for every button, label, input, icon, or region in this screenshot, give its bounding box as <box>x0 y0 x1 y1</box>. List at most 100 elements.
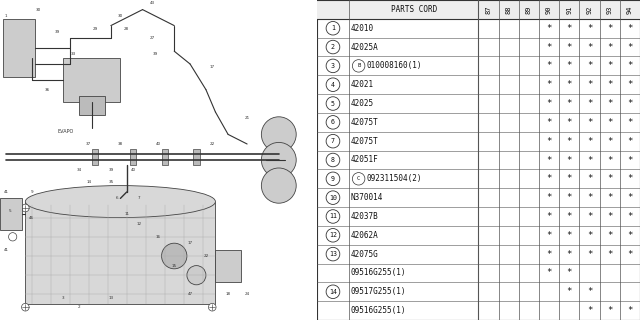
Text: *: * <box>607 43 612 52</box>
Circle shape <box>326 172 340 186</box>
Text: *: * <box>547 99 552 108</box>
Text: 47: 47 <box>188 292 193 296</box>
Text: 27: 27 <box>149 36 155 40</box>
Text: 42051F: 42051F <box>351 156 378 164</box>
Text: 11: 11 <box>329 213 337 220</box>
Text: *: * <box>607 212 612 221</box>
Bar <box>193 149 200 165</box>
Circle shape <box>209 303 216 311</box>
Text: *: * <box>587 137 592 146</box>
Text: 5: 5 <box>331 100 335 107</box>
Bar <box>63 58 120 102</box>
Text: *: * <box>607 61 612 70</box>
Text: 42025A: 42025A <box>351 43 378 52</box>
Text: 33: 33 <box>70 52 76 56</box>
Circle shape <box>261 168 296 203</box>
Text: *: * <box>566 231 572 240</box>
Text: 2: 2 <box>78 305 81 309</box>
Text: 11: 11 <box>124 212 129 216</box>
Text: *: * <box>587 80 592 89</box>
Circle shape <box>326 134 340 148</box>
Text: *: * <box>547 24 552 33</box>
Text: *: * <box>587 193 592 202</box>
Text: 37: 37 <box>86 142 92 146</box>
Text: 40: 40 <box>131 168 136 172</box>
Circle shape <box>8 233 17 241</box>
Text: 14: 14 <box>86 180 92 184</box>
Text: *: * <box>627 231 632 240</box>
Text: *: * <box>627 156 632 164</box>
Text: 16: 16 <box>156 235 161 239</box>
Text: *: * <box>627 212 632 221</box>
Text: *: * <box>587 99 592 108</box>
Text: 13: 13 <box>108 296 113 300</box>
Text: *: * <box>587 287 592 296</box>
Text: 94: 94 <box>627 5 633 14</box>
Text: *: * <box>566 61 572 70</box>
Bar <box>3 19 35 77</box>
Circle shape <box>22 303 29 311</box>
Text: *: * <box>627 193 632 202</box>
Text: 3: 3 <box>62 296 65 300</box>
Text: *: * <box>547 250 552 259</box>
Text: *: * <box>547 118 552 127</box>
Text: 09517G255(1): 09517G255(1) <box>351 287 406 296</box>
Bar <box>92 149 98 165</box>
Text: 39: 39 <box>54 30 60 34</box>
Text: *: * <box>566 80 572 89</box>
Text: *: * <box>547 43 552 52</box>
Text: *: * <box>627 174 632 183</box>
Circle shape <box>187 266 206 285</box>
Bar <box>216 250 241 282</box>
Text: 6: 6 <box>116 196 118 200</box>
Bar <box>161 149 168 165</box>
Text: 12: 12 <box>329 232 337 238</box>
Bar <box>0 198 22 230</box>
Text: *: * <box>566 174 572 183</box>
Text: 30: 30 <box>35 8 41 12</box>
Text: 5: 5 <box>8 209 11 213</box>
Text: 18: 18 <box>225 292 230 296</box>
Text: *: * <box>607 24 612 33</box>
Text: 7: 7 <box>138 196 141 200</box>
Circle shape <box>326 59 340 73</box>
Text: *: * <box>566 156 572 164</box>
Text: 15: 15 <box>172 264 177 268</box>
Text: *: * <box>547 80 552 89</box>
Text: 12: 12 <box>137 222 142 226</box>
Text: 22: 22 <box>210 142 215 146</box>
Text: 38: 38 <box>118 142 123 146</box>
Text: *: * <box>547 61 552 70</box>
Circle shape <box>326 153 340 167</box>
Bar <box>317 0 640 19</box>
Text: 42021: 42021 <box>351 80 374 89</box>
Text: *: * <box>547 174 552 183</box>
Text: 46: 46 <box>29 216 35 220</box>
Text: *: * <box>627 250 632 259</box>
Text: *: * <box>566 193 572 202</box>
Text: *: * <box>627 306 632 315</box>
Text: 41: 41 <box>4 248 9 252</box>
Text: 93: 93 <box>607 5 612 14</box>
Text: *: * <box>587 212 592 221</box>
Text: *: * <box>566 118 572 127</box>
Text: *: * <box>627 137 632 146</box>
Text: *: * <box>587 118 592 127</box>
Text: *: * <box>566 43 572 52</box>
Text: 42075G: 42075G <box>351 250 378 259</box>
Text: *: * <box>607 306 612 315</box>
Text: 89: 89 <box>526 5 532 14</box>
Text: 43: 43 <box>150 1 155 5</box>
Text: *: * <box>566 250 572 259</box>
Circle shape <box>326 210 340 223</box>
Text: *: * <box>566 287 572 296</box>
Text: *: * <box>566 24 572 33</box>
Circle shape <box>161 243 187 269</box>
Text: *: * <box>587 43 592 52</box>
Text: *: * <box>547 231 552 240</box>
Bar <box>26 202 216 304</box>
Text: 42062A: 42062A <box>351 231 378 240</box>
Text: 010008160(1): 010008160(1) <box>367 61 422 70</box>
Text: *: * <box>607 99 612 108</box>
Text: 8: 8 <box>331 157 335 163</box>
